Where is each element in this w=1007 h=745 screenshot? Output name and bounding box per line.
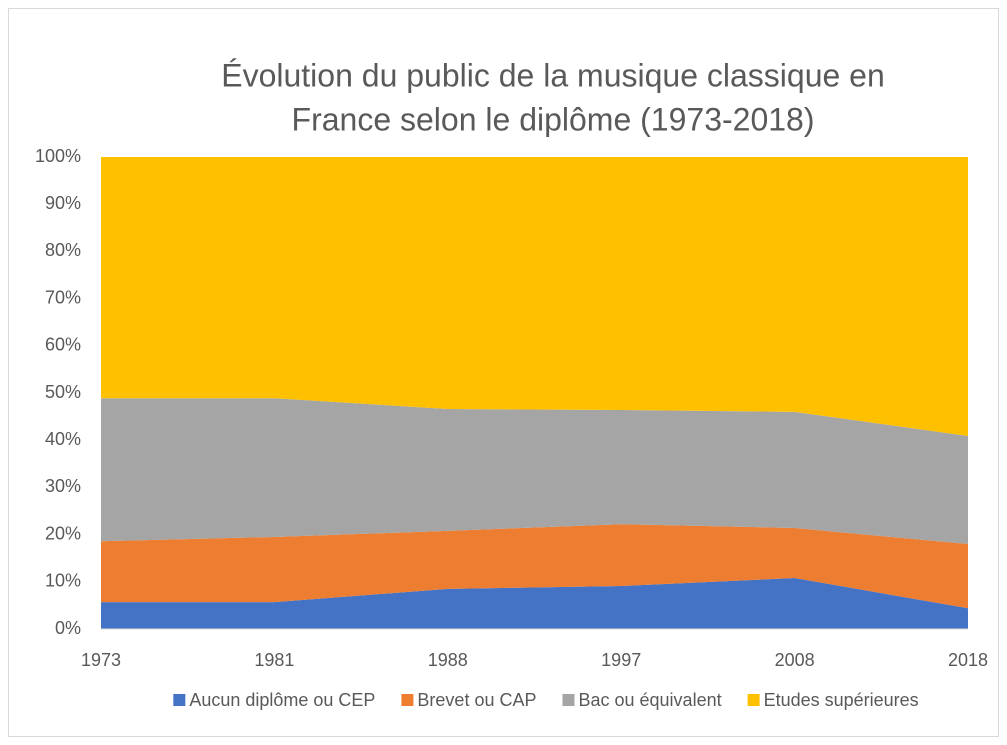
- x-tick-label: 2018: [948, 650, 988, 670]
- y-tick-label: 60%: [45, 335, 81, 355]
- area: [101, 398, 968, 545]
- legend-swatch: [401, 694, 414, 706]
- area: [101, 524, 968, 609]
- x-tick-label: 2008: [775, 650, 815, 670]
- y-tick-label: 100%: [35, 146, 81, 166]
- y-tick-label: 20%: [45, 523, 81, 543]
- chart-title: France selon le diplôme (1973-2018): [292, 101, 815, 137]
- legend-label: Etudes supérieures: [764, 690, 919, 710]
- legend-swatch: [747, 694, 760, 706]
- chart-title: Évolution du public de la musique classi…: [221, 57, 885, 93]
- legend-label: Brevet ou CAP: [417, 690, 536, 710]
- x-tick-label: 1981: [254, 650, 294, 670]
- area: [101, 157, 968, 436]
- y-tick-label: 80%: [45, 240, 81, 260]
- area: [101, 578, 968, 629]
- y-tick-label: 0%: [55, 618, 81, 638]
- x-tick-label: 1997: [601, 650, 641, 670]
- y-tick-label: 50%: [45, 382, 81, 402]
- x-tick-label: 1973: [81, 650, 121, 670]
- y-tick-label: 90%: [45, 193, 81, 213]
- y-tick-label: 40%: [45, 429, 81, 449]
- y-tick-label: 30%: [45, 476, 81, 496]
- y-tick-label: 10%: [45, 571, 81, 591]
- legend-label: Aucun diplôme ou CEP: [189, 690, 375, 710]
- legend-swatch: [173, 694, 186, 706]
- legend-label: Bac ou équivalent: [578, 690, 721, 710]
- x-tick-label: 1988: [428, 650, 468, 670]
- legend-swatch: [562, 694, 575, 706]
- y-tick-label: 70%: [45, 287, 81, 307]
